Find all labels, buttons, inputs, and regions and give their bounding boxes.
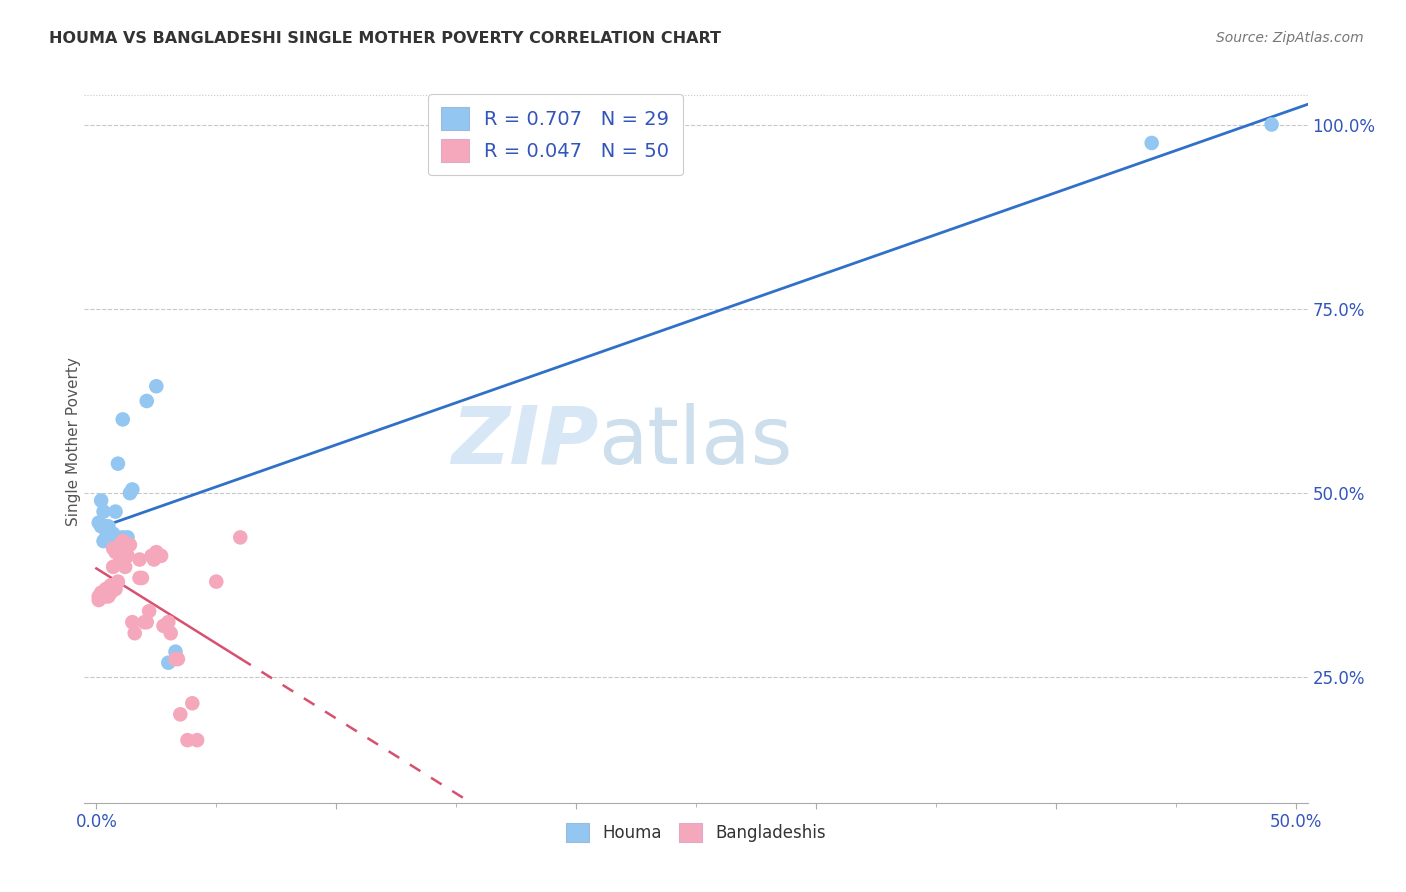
Point	[94, 590, 117, 604]
Point	[94, 530, 117, 544]
Point	[87, 516, 110, 530]
Point	[157, 615, 180, 630]
Point	[101, 560, 124, 574]
Point	[93, 505, 115, 519]
Legend: Houma, Bangladeshis: Houma, Bangladeshis	[560, 816, 832, 848]
Point	[150, 549, 173, 563]
Point	[124, 626, 146, 640]
Point	[128, 571, 150, 585]
Point	[167, 652, 190, 666]
Point	[1260, 118, 1282, 132]
Point	[100, 530, 122, 544]
Point	[165, 652, 187, 666]
Point	[121, 483, 143, 497]
Point	[152, 619, 174, 633]
Point	[100, 585, 122, 599]
Point	[186, 733, 208, 747]
Point	[90, 493, 112, 508]
Point	[90, 590, 112, 604]
Point	[100, 578, 122, 592]
Point	[145, 545, 167, 559]
Text: atlas: atlas	[598, 402, 793, 481]
Point	[97, 585, 120, 599]
Point	[165, 645, 187, 659]
Point	[145, 379, 167, 393]
Text: Source: ZipAtlas.com: Source: ZipAtlas.com	[1216, 31, 1364, 45]
Point	[205, 574, 228, 589]
Point	[97, 534, 120, 549]
Point	[110, 552, 132, 566]
Point	[117, 530, 139, 544]
Text: HOUMA VS BANGLADESHI SINGLE MOTHER POVERTY CORRELATION CHART: HOUMA VS BANGLADESHI SINGLE MOTHER POVER…	[49, 31, 721, 46]
Point	[131, 571, 153, 585]
Y-axis label: Single Mother Poverty: Single Mother Poverty	[66, 357, 80, 526]
Point	[101, 541, 124, 556]
Point	[118, 538, 141, 552]
Point	[90, 585, 112, 599]
Point	[87, 590, 110, 604]
Point	[101, 526, 124, 541]
Point	[97, 519, 120, 533]
Point	[90, 519, 112, 533]
Point	[159, 626, 181, 640]
Point	[104, 582, 127, 596]
Point	[138, 604, 160, 618]
Point	[114, 560, 136, 574]
Point	[97, 530, 120, 544]
Point	[94, 582, 117, 596]
Point	[111, 538, 134, 552]
Point	[148, 549, 170, 563]
Point	[176, 733, 198, 747]
Point	[118, 486, 141, 500]
Point	[94, 519, 117, 533]
Point	[104, 545, 127, 559]
Point	[110, 534, 132, 549]
Point	[181, 696, 204, 710]
Point	[111, 534, 134, 549]
Point	[117, 549, 139, 563]
Point	[97, 590, 120, 604]
Point	[87, 593, 110, 607]
Point	[100, 530, 122, 544]
Point	[169, 707, 191, 722]
Point	[104, 505, 127, 519]
Point	[93, 585, 115, 599]
Point	[157, 656, 180, 670]
Point	[110, 538, 132, 552]
Point	[229, 530, 252, 544]
Point	[114, 549, 136, 563]
Point	[135, 615, 157, 630]
Point	[93, 534, 115, 549]
Point	[135, 394, 157, 409]
Point	[1140, 136, 1163, 150]
Point	[107, 457, 129, 471]
Point	[117, 538, 139, 552]
Point	[107, 574, 129, 589]
Point	[134, 615, 156, 630]
Point	[111, 530, 134, 544]
Point	[128, 552, 150, 566]
Point	[121, 615, 143, 630]
Point	[110, 538, 132, 552]
Point	[101, 534, 124, 549]
Point	[111, 412, 134, 426]
Text: ZIP: ZIP	[451, 402, 598, 481]
Point	[142, 552, 165, 566]
Point	[141, 549, 163, 563]
Point	[93, 590, 115, 604]
